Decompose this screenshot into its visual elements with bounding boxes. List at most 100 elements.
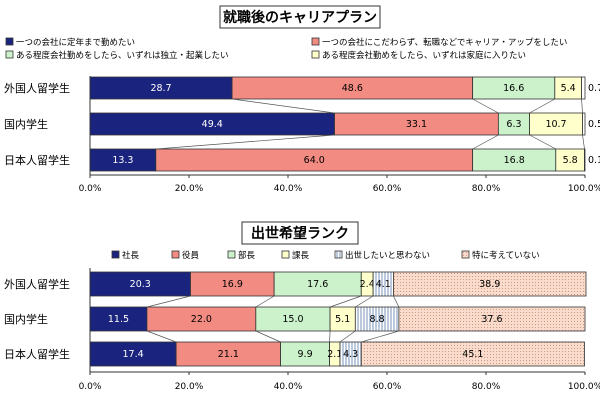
connector-line	[146, 330, 177, 343]
legend-entry: 社長	[122, 250, 140, 261]
connector-line	[255, 330, 281, 343]
x-tick-label: 100.0%	[568, 382, 600, 392]
connector-line	[361, 330, 399, 343]
promotion-rank-chart: 出世希望ランク 社長 役員 部長 課長 出世したいと思わない 特に考えていない外国人留学生…	[4, 221, 600, 392]
chart-title: 就職後のキャリアプラン	[223, 9, 377, 26]
bar-value-label: 11.5	[108, 314, 129, 325]
bar-segment	[360, 341, 585, 367]
chart-title: 出世希望ランク	[251, 225, 349, 242]
category-label: 外国人留学生	[4, 277, 70, 291]
bar-segment	[190, 271, 275, 297]
bar-segment	[175, 341, 281, 367]
connector-line	[582, 134, 585, 150]
legend-swatch	[334, 250, 343, 259]
bar-segment	[582, 112, 586, 136]
bar-value-label: 45.1	[462, 349, 483, 360]
x-tick-label: 80.0%	[472, 382, 501, 392]
x-tick-label: 100.0%	[568, 184, 600, 194]
connector-line	[339, 330, 356, 343]
bar-value-label: 17.6	[307, 279, 328, 290]
connector-line	[472, 98, 499, 114]
bar-segment	[393, 271, 587, 297]
bar-value-label: 16.6	[503, 83, 524, 94]
bar-value-label: 4.1	[376, 279, 391, 290]
legend-entry: 部長	[238, 250, 256, 261]
bar-value-label: 13.3	[112, 155, 133, 166]
legend-entry: 一つの会社に定年まで勤めたい	[16, 37, 135, 48]
legend-entry: 役員	[182, 250, 200, 261]
category-label: 日本人留学生	[4, 347, 70, 361]
bar-value-label: 0.5	[588, 119, 600, 130]
bar-value-label: 16.9	[222, 279, 243, 290]
x-tick-label: 20.0%	[175, 184, 204, 194]
legend-entry: ある程度会社勤めをしたら、いずれは独立・起業したい	[16, 50, 229, 61]
bar-value-label: 4.3	[343, 349, 358, 360]
bar-value-label: 10.7	[545, 119, 566, 130]
connector-line	[155, 134, 335, 150]
bar-segment	[89, 271, 191, 297]
legend-swatch	[227, 250, 236, 259]
x-tick-label: 0.0%	[79, 184, 102, 194]
legend-entry: 出世したいと思わない	[345, 250, 430, 261]
bar-segment	[581, 76, 586, 100]
category-label: 外国人留学生	[4, 81, 70, 95]
bar-segment	[398, 306, 586, 332]
x-tick-label: 0.0%	[79, 382, 102, 392]
connector-line	[355, 295, 374, 308]
bar-value-label: 21.1	[218, 349, 239, 360]
legend-swatch	[171, 250, 180, 259]
legend-entry: 特に考えていない	[472, 250, 540, 261]
bar-value-label: 33.1	[406, 119, 427, 130]
bar-value-label: 22.0	[191, 314, 212, 325]
bar-value-label: 17.4	[122, 349, 143, 360]
bar-segment	[354, 306, 400, 332]
x-tick-label: 40.0%	[274, 382, 303, 392]
bar-value-label: 38.9	[479, 279, 500, 290]
bar-value-label: 15.0	[282, 314, 303, 325]
career-plan-chart: 就職後のキャリアプラン 一つの会社に定年まで勤めたい 一つの会社にこだわらず、転職…	[4, 5, 600, 194]
bar-value-label: 28.7	[150, 83, 171, 94]
career-plan-chart-panel: 就職後のキャリアプラン 一つの会社に定年まで勤めたい 一つの会社にこだわらず、転職…	[4, 5, 600, 194]
bar-segment	[146, 306, 257, 332]
connector-line	[255, 295, 275, 308]
x-tick-label: 60.0%	[373, 382, 402, 392]
category-label: 国内学生	[4, 312, 48, 326]
legend-swatch	[5, 50, 14, 59]
category-label: 日本人留学生	[4, 153, 70, 167]
bar-segment	[273, 271, 362, 297]
connector-line	[146, 295, 191, 308]
bar-value-label: 2.4	[360, 279, 375, 290]
chart-title-box	[219, 5, 381, 29]
legend-entry: ある程度会社勤めをしたら、いずれは家庭に入りたい	[322, 50, 526, 61]
connector-line	[472, 134, 499, 150]
legend-entry: 課長	[292, 250, 310, 261]
bar-value-label: 5.1	[335, 314, 350, 325]
x-tick-label: 20.0%	[175, 382, 204, 392]
legend-swatch	[311, 50, 320, 59]
bar-value-label: 16.8	[504, 155, 525, 166]
bar-value-label: 8.8	[370, 314, 385, 325]
x-tick-label: 60.0%	[373, 184, 402, 194]
legend-swatch	[281, 250, 290, 259]
legend-swatch	[111, 250, 120, 259]
x-tick-label: 80.0%	[472, 184, 501, 194]
bar-value-label: 2.1	[327, 349, 342, 360]
bar-value-label: 64.0	[304, 155, 325, 166]
bar-value-label: 9.9	[298, 349, 313, 360]
x-tick-label: 40.0%	[274, 184, 303, 194]
connector-line	[232, 98, 335, 114]
legend-swatch	[461, 250, 470, 259]
connector-line	[393, 295, 400, 308]
bar-value-label: 49.4	[202, 119, 223, 130]
chart-title-box	[241, 221, 359, 245]
legend-entry: 一つの会社にこだわらず、転職などでキャリア・アップをしたい	[322, 37, 567, 48]
bar-segment	[89, 306, 148, 332]
bar-value-label: 6.3	[506, 119, 521, 130]
bar-segment	[89, 341, 177, 367]
bar-segment	[329, 306, 356, 332]
connector-line	[529, 134, 556, 150]
legend-swatch	[311, 37, 320, 46]
category-label: 国内学生	[4, 117, 48, 131]
bar-value-label: 5.4	[561, 83, 576, 94]
bar-value-label: 0.1	[588, 155, 600, 166]
